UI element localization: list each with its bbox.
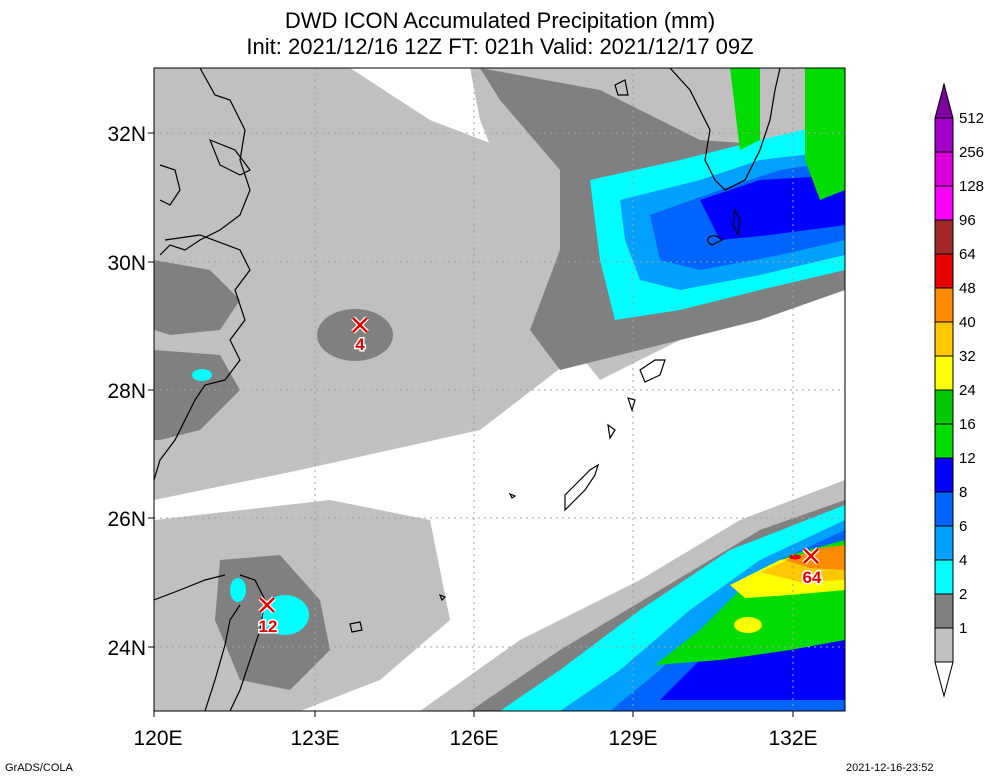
colorbar-swatch	[934, 321, 954, 357]
colorbar-level-label: 8	[959, 484, 967, 501]
map-title: DWD ICON Accumulated Precipitation (mm)	[284, 8, 716, 33]
precip-cell-dark-center	[317, 309, 393, 361]
colorbar-swatch	[934, 355, 954, 391]
marker-label-12: 12	[259, 617, 278, 636]
colorbar-swatch	[934, 151, 954, 187]
colorbar-level-label: 128	[959, 178, 984, 195]
colorbar-level-label: 12	[959, 450, 976, 467]
lat-label-32n: 32N	[107, 123, 146, 146]
lon-label-120e: 120E	[133, 727, 182, 750]
lon-label-126e: 126E	[449, 727, 498, 750]
colorbar-swatch	[934, 525, 954, 561]
lat-label-26n: 26N	[107, 508, 146, 531]
lat-label-30n: 30N	[107, 252, 146, 275]
gridlines	[154, 68, 845, 711]
colorbar-level-label: 24	[959, 382, 976, 399]
colorbar-swatch	[934, 627, 954, 663]
colorbar-swatch	[934, 117, 954, 153]
colorbar-level-label: 512	[959, 110, 984, 127]
footer-credit: GrADS/COLA	[5, 762, 73, 774]
colorbar-swatch	[934, 593, 954, 629]
map-subtitle: Init: 2021/12/16 12Z FT: 021h Valid: 202…	[246, 34, 754, 59]
precip-fields	[154, 68, 845, 711]
lon-label-132e: 132E	[768, 727, 817, 750]
max-markers: 4 12 64	[257, 316, 823, 638]
colorbar-level-label: 40	[959, 314, 976, 331]
colorbar-level-label: 2	[959, 586, 967, 603]
marker-label-4: 4	[355, 335, 365, 354]
precip-band-dark-w2	[154, 260, 240, 335]
colorbar-level-label: 16	[959, 416, 976, 433]
colorbar-bottom-triangle	[934, 661, 954, 698]
precip-cyan-taiwan	[261, 595, 309, 635]
colorbar-level-label: 64	[959, 246, 976, 263]
footer-timestamp: 2021-12-16-23:52	[846, 762, 934, 774]
colorbar-swatch	[934, 423, 954, 459]
marker-4: 4	[351, 316, 369, 356]
colorbar-level-label: 4	[959, 552, 967, 569]
colorbar-level-label: 256	[959, 144, 984, 161]
lat-label-28n: 28N	[107, 380, 146, 403]
colorbar-swatch	[934, 287, 954, 323]
marker-label-64: 64	[803, 568, 822, 587]
precip-cyan-west	[192, 369, 212, 381]
lon-labels: 120E 123E 126E 129E 132E	[133, 727, 817, 750]
precip-cyan-small	[230, 578, 246, 602]
precip-yellow-cell	[734, 617, 762, 633]
colorbar-level-label: 96	[959, 212, 976, 229]
colorbar-swatch	[934, 559, 954, 595]
marker-64: 64	[801, 547, 823, 589]
colorbar-level-label: 32	[959, 348, 976, 365]
precip-green-ne	[730, 68, 760, 150]
colorbar-swatch	[934, 389, 954, 425]
colorbar-level-label: 48	[959, 280, 976, 297]
lat-labels: 32N 30N 28N 26N 24N	[107, 123, 146, 660]
marker-12: 12	[257, 596, 279, 638]
colorbar-swatch	[934, 491, 954, 527]
precip-red-cell	[789, 554, 801, 560]
colorbar-swatch	[934, 185, 954, 221]
colorbar-level-label: 1	[959, 620, 967, 637]
colorbar-level-label: 6	[959, 518, 967, 535]
colorbar-swatch	[934, 457, 954, 493]
colorbar-swatch	[934, 219, 954, 255]
lat-label-24n: 24N	[107, 637, 146, 660]
precip-dblue-ne	[700, 175, 845, 240]
lon-label-129e: 129E	[608, 727, 657, 750]
colorbar-top-triangle	[934, 82, 954, 119]
precip-band-dark-w	[154, 350, 240, 440]
colorbar-swatch	[934, 253, 954, 289]
lon-label-123e: 123E	[290, 727, 339, 750]
coastlines	[154, 68, 781, 711]
precip-green-ne2	[805, 68, 845, 200]
tick-marks	[148, 132, 794, 717]
